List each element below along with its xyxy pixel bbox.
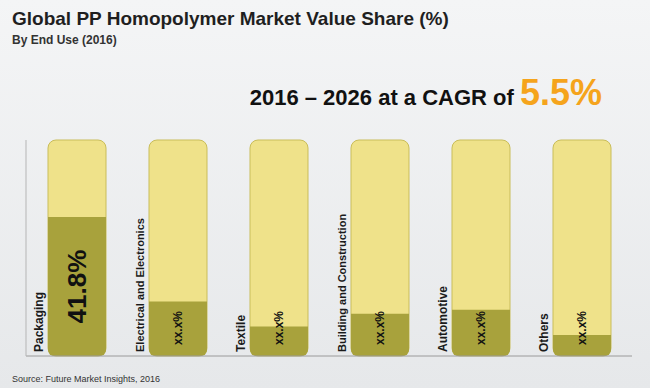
- html-text:Global PP Homopolymer Market V: Global PP Homopolymer Market Value Share…: [12, 8, 449, 29]
- svg-text:xx.x%: xx.x%: [575, 311, 589, 345]
- svg-text:Textile: Textile: [234, 315, 248, 352]
- svg-text:Others: Others: [537, 313, 551, 352]
- svg-text:xx.x%: xx.x%: [474, 311, 488, 345]
- svg-text:Building and Construction: Building and Construction: [336, 214, 348, 352]
- svg-text:41.8%: 41.8%: [62, 250, 92, 324]
- svg-text:Packaging: Packaging: [32, 292, 46, 352]
- svg-text:xx.x%: xx.x%: [272, 311, 286, 345]
- svg-text:xx.x%: xx.x%: [373, 311, 387, 345]
- svg-text:xx.x%: xx.x%: [171, 311, 185, 345]
- svg-text:Automotive: Automotive: [436, 286, 450, 352]
- svg-text:Electrical and Electronics: Electrical and Electronics: [134, 218, 146, 352]
- html-text:By End Use (2016): By End Use (2016): [12, 33, 117, 47]
- html-text:Source: Future Market Insights: Source: Future Market Insights, 2016: [12, 374, 161, 384]
- html-text:2016 – 2026 at a CAGR of5.5%: 2016 – 2026 at a CAGR of5.5%: [249, 72, 602, 113]
